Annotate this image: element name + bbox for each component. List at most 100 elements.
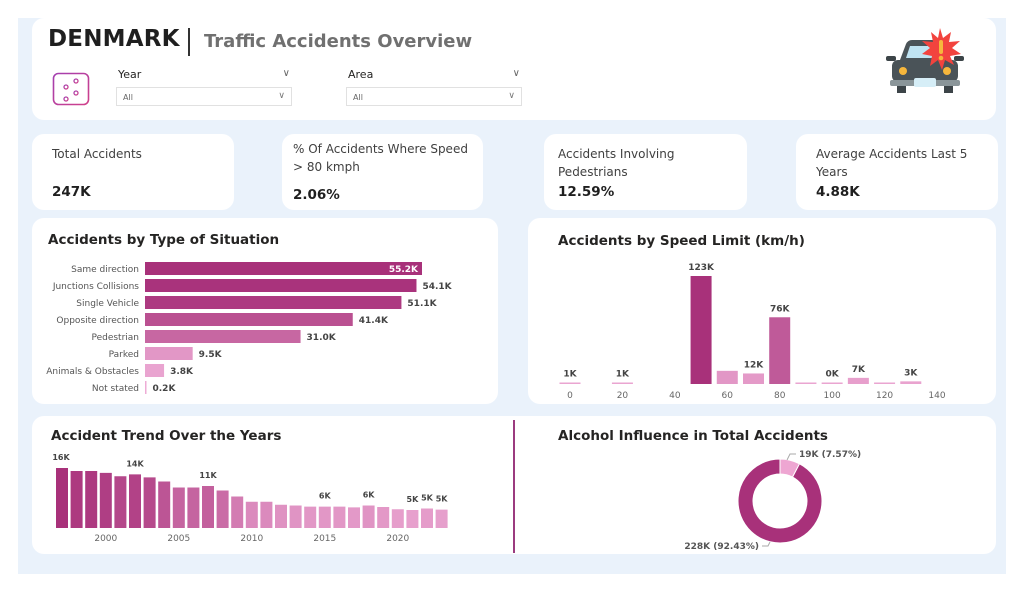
bar bbox=[260, 501, 273, 528]
kpi-card-total-accidents: Total Accidents 247K bbox=[32, 134, 234, 210]
bar bbox=[333, 506, 346, 528]
kpi-value: 12.59% bbox=[558, 184, 615, 200]
bar bbox=[202, 486, 214, 528]
x-tick-label: 100 bbox=[824, 391, 841, 401]
area-dropdown[interactable]: All ∨ bbox=[346, 87, 522, 106]
chart-title: Alcohol Influence in Total Accidents bbox=[558, 428, 828, 444]
kpi-card-speed-over-80: % Of Accidents Where Speed > 80 kmph 2.0… bbox=[282, 134, 483, 210]
leader-line bbox=[786, 453, 796, 461]
kpi-card-average-last-5-years: Average Accidents Last 5 Years 4.88K bbox=[796, 134, 998, 210]
category-label: Opposite direction bbox=[56, 316, 139, 326]
bar bbox=[769, 317, 791, 384]
bar bbox=[435, 509, 448, 528]
bar bbox=[318, 506, 331, 528]
x-tick-label: 120 bbox=[876, 391, 893, 401]
data-label: 51.1K bbox=[407, 299, 437, 309]
bar bbox=[275, 504, 287, 528]
bar bbox=[795, 382, 817, 384]
filter-sliders-icon[interactable] bbox=[52, 72, 90, 106]
chevron-down-icon[interactable]: ∨ bbox=[282, 68, 290, 79]
kpi-title: Accidents Involving Pedestrians bbox=[558, 147, 675, 179]
bar bbox=[85, 471, 98, 528]
data-label: 1K bbox=[616, 370, 630, 380]
header-card: DENMARK Traffic Accidents Overview Year … bbox=[32, 18, 996, 120]
bar bbox=[348, 507, 360, 528]
data-label: 31.0K bbox=[307, 333, 337, 343]
category-label: Junctions Collisions bbox=[52, 282, 139, 292]
bar bbox=[145, 330, 301, 343]
bar bbox=[145, 347, 193, 360]
chart-title: Accidents by Type of Situation bbox=[48, 232, 280, 248]
bar bbox=[145, 381, 147, 394]
bar bbox=[145, 364, 165, 377]
speed-chart-card: Accidents by Speed Limit (km/h) 1K 1K 123K… bbox=[528, 218, 996, 404]
bar bbox=[216, 490, 229, 528]
speed-limit-bar-chart: 1K 1K 123K 12K 76K 0K 7K 3K 0 20 40 60 80 100 120 140 bbox=[559, 263, 946, 401]
bar bbox=[187, 487, 200, 528]
kpi-value: 4.88K bbox=[816, 184, 860, 200]
category-label: Single Vehicle bbox=[76, 299, 139, 309]
category-label: Parked bbox=[109, 350, 139, 360]
kpi-title: Total Accidents bbox=[52, 147, 142, 161]
category-label: Same direction bbox=[71, 265, 139, 275]
bar bbox=[874, 382, 896, 384]
bar bbox=[743, 373, 764, 384]
x-tick-label: 80 bbox=[774, 391, 786, 401]
brand-title: DENMARK bbox=[48, 26, 180, 52]
data-label: 5K bbox=[421, 494, 434, 503]
data-label: 0K bbox=[826, 370, 840, 380]
bar bbox=[716, 370, 738, 384]
data-label: 6K bbox=[363, 491, 376, 500]
bar bbox=[99, 472, 112, 528]
x-tick-label: 20 bbox=[617, 391, 629, 401]
year-slicer-label: Year bbox=[118, 68, 142, 81]
data-label: 9.5K bbox=[199, 350, 223, 360]
bar bbox=[172, 487, 185, 528]
bar bbox=[611, 382, 633, 384]
bar bbox=[231, 496, 244, 528]
section-divider bbox=[513, 420, 515, 553]
x-tick-label: 2015 bbox=[313, 534, 336, 544]
donut-slice bbox=[737, 458, 823, 544]
bar bbox=[145, 296, 402, 309]
bar bbox=[289, 505, 302, 528]
bar bbox=[362, 505, 375, 528]
alcohol-donut-chart: 19K (7.57%) 228K (92.43%) bbox=[684, 450, 861, 552]
data-label: 16K bbox=[52, 453, 70, 462]
data-label: 54.1K bbox=[422, 282, 452, 292]
data-label: 41.4K bbox=[359, 316, 389, 326]
x-tick-label: 40 bbox=[669, 391, 681, 401]
x-tick-label: 140 bbox=[928, 391, 945, 401]
bar bbox=[690, 276, 712, 384]
data-label: 55.2K bbox=[389, 265, 419, 275]
title-divider bbox=[188, 28, 190, 56]
x-tick-label: 60 bbox=[722, 391, 734, 401]
car-crash-alert-icon bbox=[886, 28, 964, 93]
dashboard-canvas: DENMARK Traffic Accidents Overview Year … bbox=[18, 18, 1006, 574]
bottom-card: Accident Trend Over the Years 16K 14K 11K 6… bbox=[32, 416, 996, 554]
data-label: 5K bbox=[436, 495, 449, 504]
year-dropdown[interactable]: All ∨ bbox=[116, 87, 292, 106]
kpi-value: 247K bbox=[52, 184, 91, 200]
data-label: 11K bbox=[199, 471, 217, 480]
area-dropdown-value: All bbox=[353, 93, 363, 102]
page-subtitle: Traffic Accidents Overview bbox=[204, 31, 473, 52]
data-label: 228K (92.43%) bbox=[684, 542, 759, 552]
bar bbox=[145, 279, 417, 292]
x-tick-label: 2005 bbox=[167, 534, 190, 544]
bar bbox=[145, 313, 353, 326]
data-label: 3K bbox=[904, 368, 918, 378]
kpi-card-pedestrians: Accidents Involving Pedestrians 12.59% bbox=[544, 134, 747, 210]
bar bbox=[304, 506, 317, 528]
data-label: 123K bbox=[688, 263, 715, 273]
data-label: 1K bbox=[563, 370, 577, 380]
chevron-down-icon[interactable]: ∨ bbox=[512, 68, 520, 79]
category-label: Not stated bbox=[92, 384, 139, 394]
data-label: 5K bbox=[407, 495, 420, 504]
category-label: Pedestrian bbox=[91, 333, 139, 343]
x-tick-label: 2000 bbox=[94, 534, 117, 544]
bar bbox=[114, 476, 127, 528]
situation-bar-chart: Same direction 55.2K Junctions Collisions 5… bbox=[46, 262, 453, 394]
data-label: 76K bbox=[770, 304, 791, 314]
